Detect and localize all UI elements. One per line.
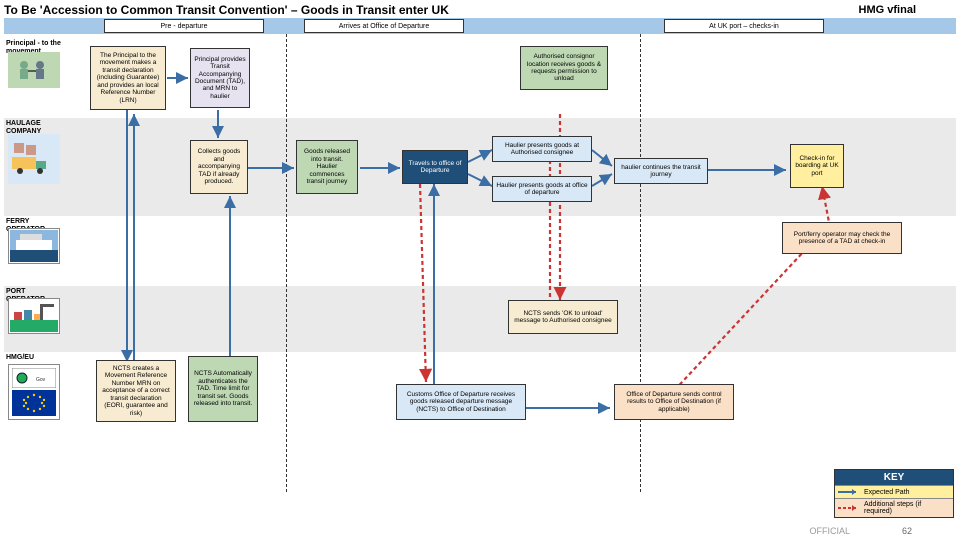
footer-page: 62	[902, 526, 912, 536]
phase-arrives-office: Arrives at Office of Departure	[304, 19, 464, 33]
lane-icon-principal	[8, 52, 60, 88]
lane-port: PORT OPERATOR	[4, 286, 956, 352]
key-title: KEY	[835, 470, 953, 485]
key-swatch-expected	[838, 488, 860, 496]
phase-bar: Pre - departure Arrives at Office of Dep…	[4, 18, 956, 34]
lane-label-hmg: HMG/EU	[6, 354, 66, 362]
box-haul-auth-consignee: Haulier presents goods at Authorised con…	[492, 136, 592, 162]
key-label-expected: Expected Path	[864, 489, 910, 496]
key-swatch-additional	[838, 504, 860, 512]
box-haul-collect: Collects goods and accompanying TAD if a…	[190, 140, 248, 194]
phase-divider-2	[640, 34, 641, 492]
phase-uk-port: At UK port – checks-in	[664, 19, 824, 33]
box-hmg-ncts-auth: NCTS Automatically authenticates the TAD…	[188, 356, 258, 422]
box-hmg-customs-dept: Customs Office of Departure receives goo…	[396, 384, 526, 420]
phase-pre-departure: Pre - departure	[104, 19, 264, 33]
title-bar: To Be 'Accession to Common Transit Conve…	[4, 2, 956, 18]
footer-official: OFFICIAL	[809, 526, 850, 536]
key-row-expected: Expected Path	[835, 485, 953, 498]
key-legend: KEY Expected Path Additional steps (if r…	[834, 469, 954, 518]
box-hmg-ncts-mrn: NCTS creates a Movement Reference Number…	[96, 360, 176, 422]
box-haul-released: Goods released into transit. Haulier com…	[296, 140, 358, 194]
box-port-ncts-msg: NCTS sends 'OK to unload' message to Aut…	[508, 300, 618, 334]
lane-icon-hmg: Gov	[8, 364, 60, 420]
box-hmg-control-results: Office of Departure sends control result…	[614, 384, 734, 420]
phase-divider-1	[286, 34, 287, 492]
box-haul-checkin: Check-in for boarding at UK port	[790, 144, 844, 188]
lane-icon-ferry	[8, 228, 60, 264]
box-ferry-check: Port/ferry operator may check the presen…	[782, 222, 902, 254]
box-principal-declaration: The Principal to the movement makes a tr…	[90, 46, 166, 110]
box-auth-consignor: Authorised consignor location receives g…	[520, 46, 608, 90]
box-haul-travel: Travels to office of Departure	[402, 150, 468, 184]
svg-text:Gov: Gov	[36, 377, 46, 383]
hmg-version: HMG vfinal	[859, 4, 916, 16]
box-haul-continue: haulier continues the transit journey	[614, 158, 708, 184]
lane-icon-haulage	[8, 134, 60, 184]
lane-icon-port	[8, 298, 60, 334]
box-principal-tad: Principal provides Transit Accompanying …	[190, 48, 250, 108]
key-row-additional: Additional steps (if required)	[835, 498, 953, 517]
box-haul-office-dept: Haulier presents goods at office of depa…	[492, 176, 592, 202]
key-label-additional: Additional steps (if required)	[864, 501, 950, 515]
page-title: To Be 'Accession to Common Transit Conve…	[4, 3, 956, 17]
